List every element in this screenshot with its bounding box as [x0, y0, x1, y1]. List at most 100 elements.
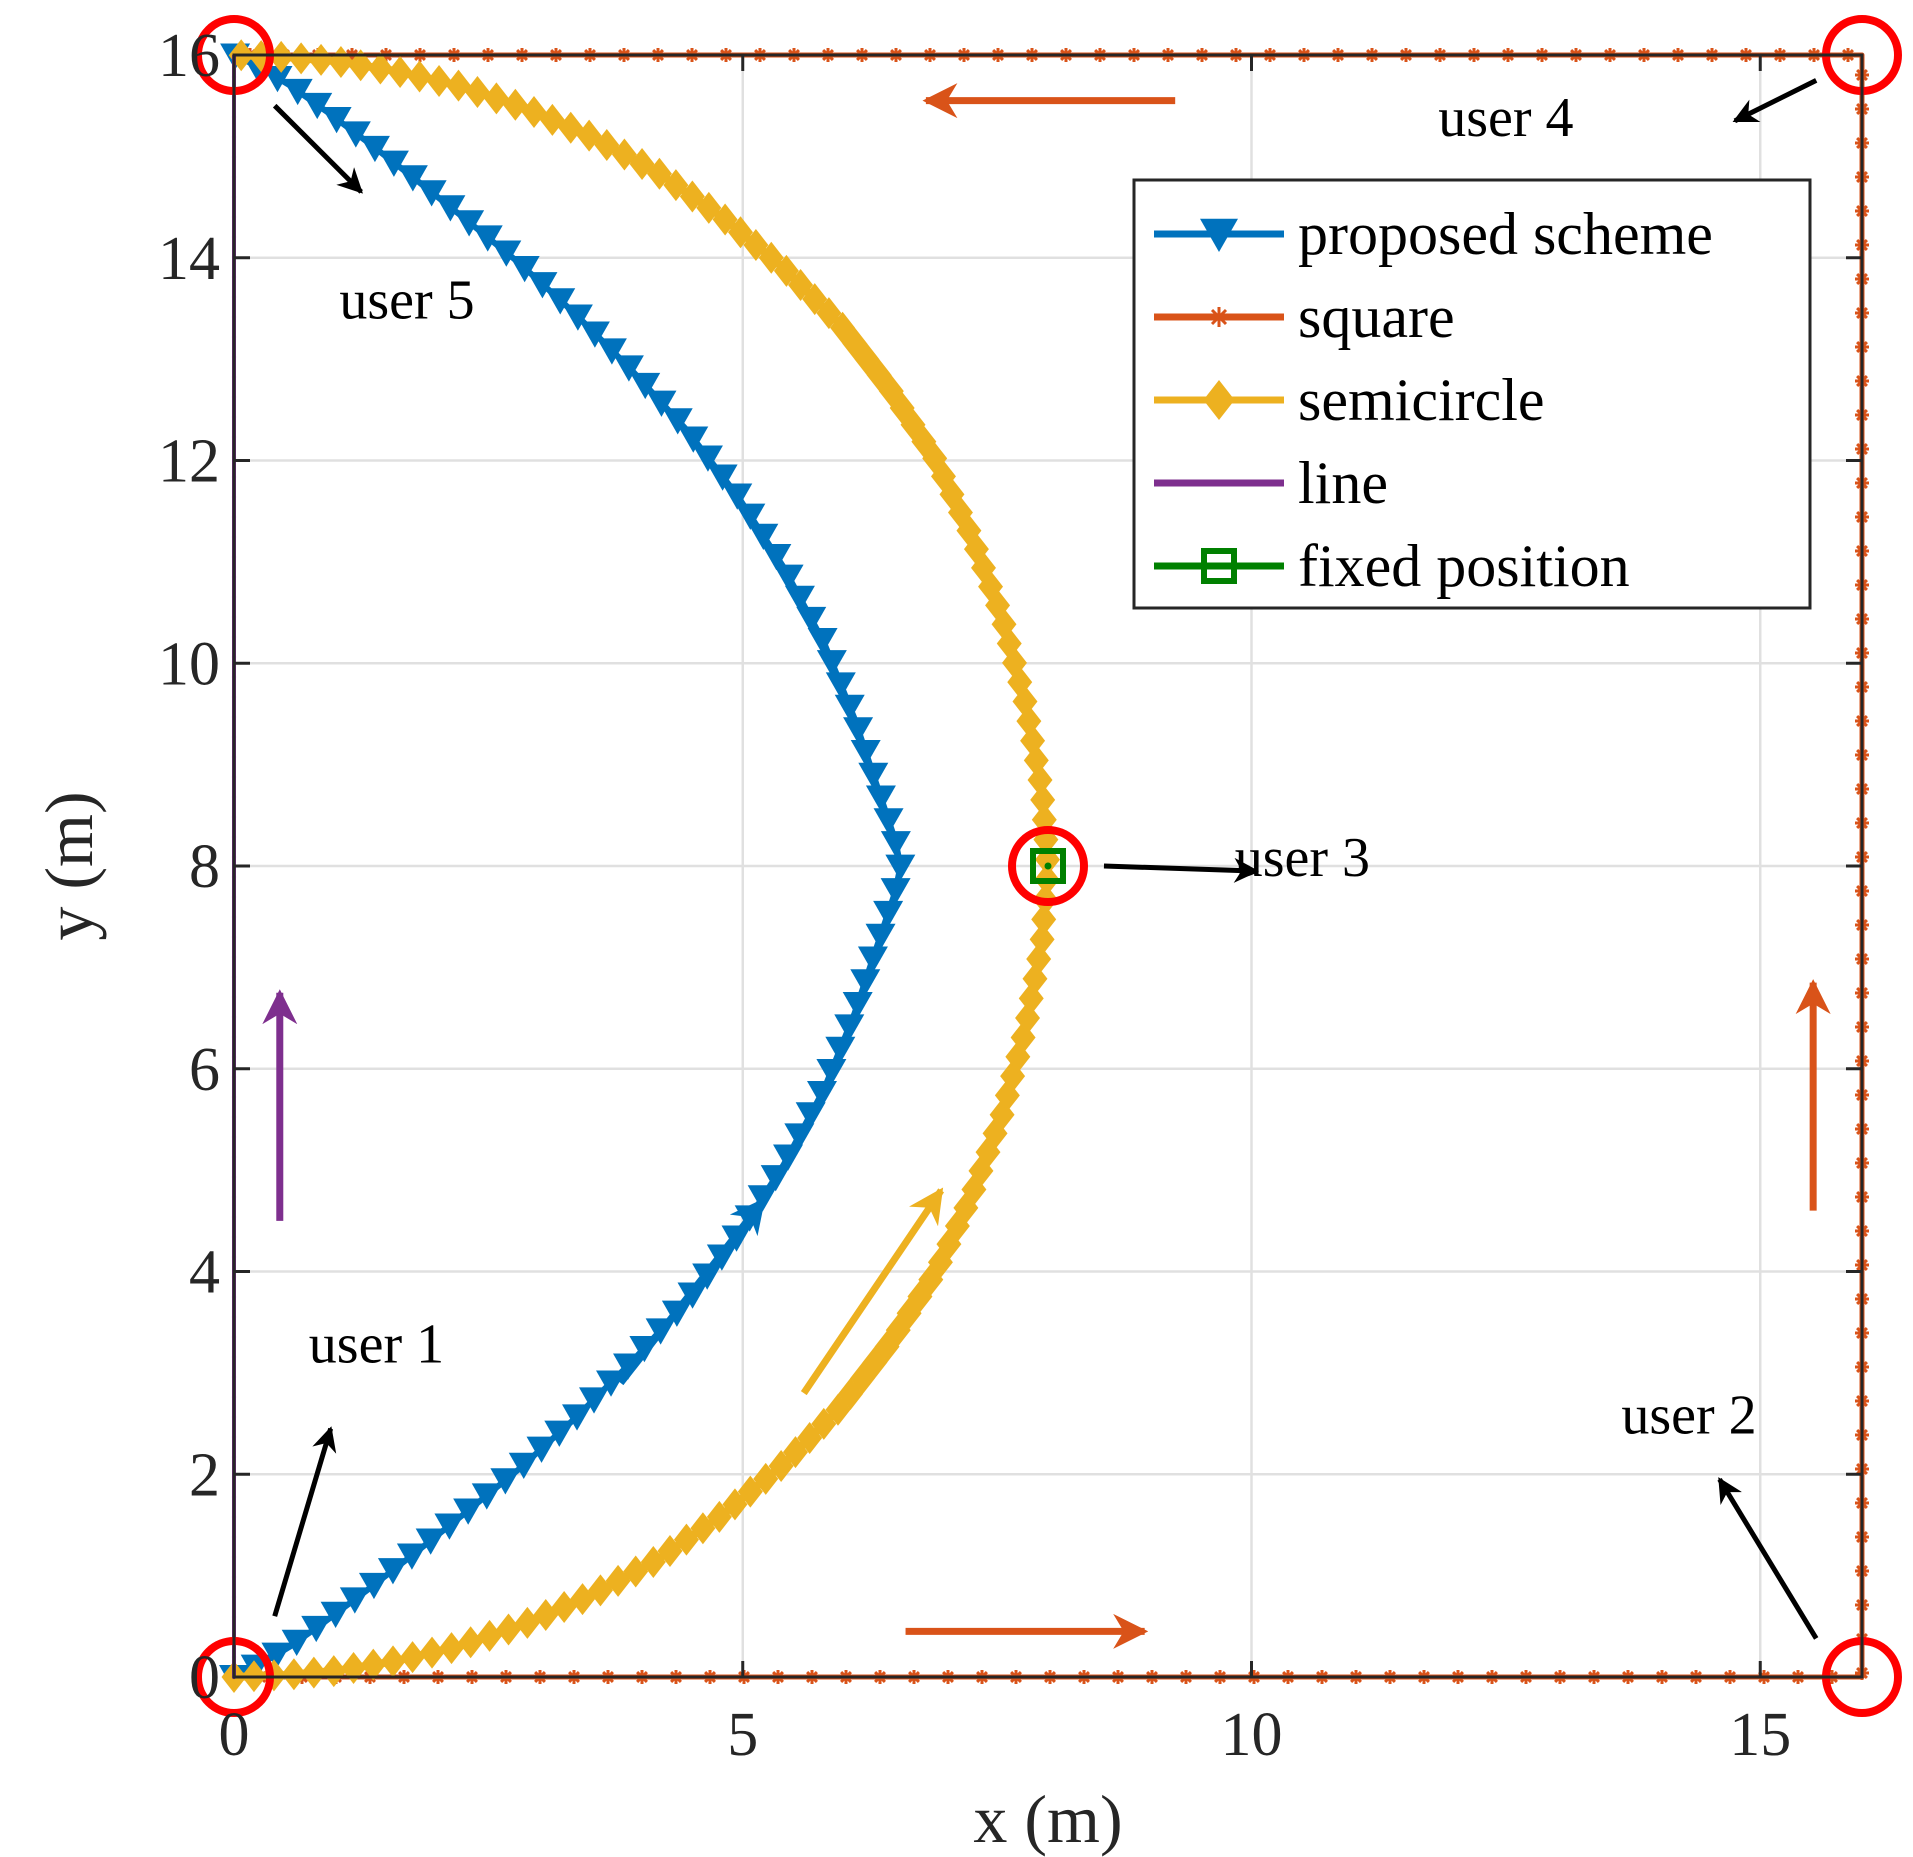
data-point-proposed-scheme: [816, 650, 847, 677]
data-point-proposed-scheme: [596, 338, 627, 365]
data-point-proposed-scheme: [544, 1420, 575, 1447]
data-point-semicircle: [1007, 666, 1033, 699]
data-point-semicircle: [1010, 1021, 1036, 1054]
user-circle: [1008, 826, 1088, 906]
data-point-proposed-scheme: [378, 150, 409, 177]
user-3: user 3: [1008, 826, 1370, 906]
y-axis-label: y (m): [31, 791, 107, 940]
legend-entry-proposed-scheme: proposed scheme: [1154, 201, 1713, 267]
data-point-proposed-scheme: [707, 464, 738, 491]
x-tick-label: 15: [1729, 1701, 1791, 1769]
data-point-semicircle: [837, 1378, 863, 1411]
data-point-proposed-scheme: [692, 445, 723, 472]
data-point-proposed-scheme: [261, 1642, 292, 1669]
legend-entry-line: line: [1154, 450, 1388, 516]
data-point-proposed-scheme: [435, 195, 466, 222]
data-point-semicircle: [773, 254, 799, 287]
legend-marker-fixed-position: [1201, 548, 1237, 584]
data-point-semicircle: [308, 43, 334, 76]
data-point-proposed-scheme: [858, 762, 889, 789]
data-point-proposed-scheme: [784, 1123, 815, 1150]
data-point-semicircle: [722, 1488, 748, 1521]
data-point-semicircle: [419, 1636, 445, 1669]
legend-label: proposed scheme: [1298, 201, 1713, 267]
data-point-semicircle: [690, 1512, 716, 1545]
data-point-semicircle: [994, 1079, 1020, 1112]
user-label: user 1: [309, 1314, 444, 1376]
data-point-proposed-scheme: [760, 1165, 791, 1192]
user-arrow: [272, 103, 363, 194]
data-point-semicircle: [367, 52, 393, 85]
data-point-semicircle: [1030, 783, 1056, 816]
data-point-proposed-scheme: [773, 564, 804, 591]
fixed-position-center-dot: [1215, 562, 1223, 570]
user-1: user 1: [194, 1314, 444, 1717]
data-point-proposed-scheme: [490, 1468, 521, 1495]
data-point-semicircle: [968, 1154, 994, 1187]
data-point-semicircle: [496, 1613, 522, 1646]
data-point-semicircle: [341, 1651, 367, 1684]
data-point-proposed-scheme: [806, 1081, 837, 1108]
user-arrow: [272, 1426, 337, 1617]
data-point-proposed-scheme: [834, 694, 865, 721]
data-point-proposed-scheme: [825, 672, 856, 699]
data-point-proposed-scheme: [562, 304, 593, 331]
data-point-semicircle: [458, 1626, 484, 1659]
data-point-proposed-scheme: [880, 831, 911, 858]
data-point-proposed-scheme: [735, 503, 766, 530]
data-point-proposed-scheme: [454, 210, 485, 237]
data-point-proposed-scheme: [885, 854, 916, 881]
data-point-proposed-scheme: [596, 1370, 627, 1397]
data-point-proposed-scheme: [579, 321, 610, 348]
data-point-proposed-scheme: [850, 739, 881, 767]
data-point-semicircle: [679, 180, 705, 213]
data-point-semicircle: [348, 49, 374, 82]
data-point-proposed-scheme: [339, 1587, 370, 1614]
data-point-proposed-scheme: [880, 878, 911, 905]
data-point-semicircle: [842, 327, 868, 360]
data-point-proposed-scheme: [453, 1498, 484, 1525]
legend-entry-semicircle: semicircle: [1154, 367, 1545, 433]
data-point-proposed-scheme: [796, 606, 827, 634]
data-point-proposed-scheme: [262, 65, 293, 93]
direction-arrows: [262, 83, 1831, 1649]
y-tick-label: 14: [158, 225, 220, 293]
data-point-proposed-scheme: [320, 1601, 351, 1628]
data-point-semicircle: [737, 1475, 763, 1508]
user-label: user 3: [1235, 827, 1370, 889]
data-point-semicircle: [782, 1436, 808, 1469]
data-point-proposed-scheme: [865, 785, 896, 812]
data-point-proposed-scheme: [340, 121, 371, 148]
data-point-semicircle: [1031, 903, 1057, 936]
data-point-semicircle: [900, 408, 926, 441]
data-point-proposed-scheme: [281, 1629, 312, 1657]
data-point-semicircle: [825, 1393, 851, 1426]
star-stroke: [1210, 308, 1228, 326]
data-point-proposed-scheme: [630, 372, 661, 400]
y-tick-label: 10: [158, 630, 220, 698]
data-point-semicircle: [387, 55, 413, 88]
data-point-proposed-scheme: [321, 106, 352, 134]
data-point-semicircle: [922, 442, 948, 475]
x-tick-label: 10: [1221, 1701, 1283, 1769]
legend-box: [1132, 178, 1812, 610]
data-point-semicircle: [426, 65, 452, 98]
data-point-semicircle: [1029, 923, 1055, 956]
user-arrow: [1103, 857, 1260, 883]
data-point-proposed-scheme: [282, 78, 313, 106]
data-point-semicircle: [483, 82, 509, 115]
data-point-proposed-scheme: [857, 946, 888, 973]
user-label: user 2: [1621, 1385, 1756, 1447]
data-point-semicircle: [663, 169, 689, 202]
direction-arrow: [617, 1197, 766, 1386]
data-point-proposed-scheme: [471, 1483, 502, 1510]
y-tick-label: 12: [158, 428, 220, 496]
data-point-semicircle: [758, 241, 784, 274]
data-point-semicircle: [712, 203, 738, 236]
series-fixed-position: [1030, 848, 1066, 884]
data-point-semicircle: [797, 1422, 823, 1455]
data-point-proposed-scheme: [527, 272, 558, 299]
data-point-proposed-scheme: [396, 1543, 427, 1570]
data-point-proposed-scheme: [873, 900, 904, 928]
